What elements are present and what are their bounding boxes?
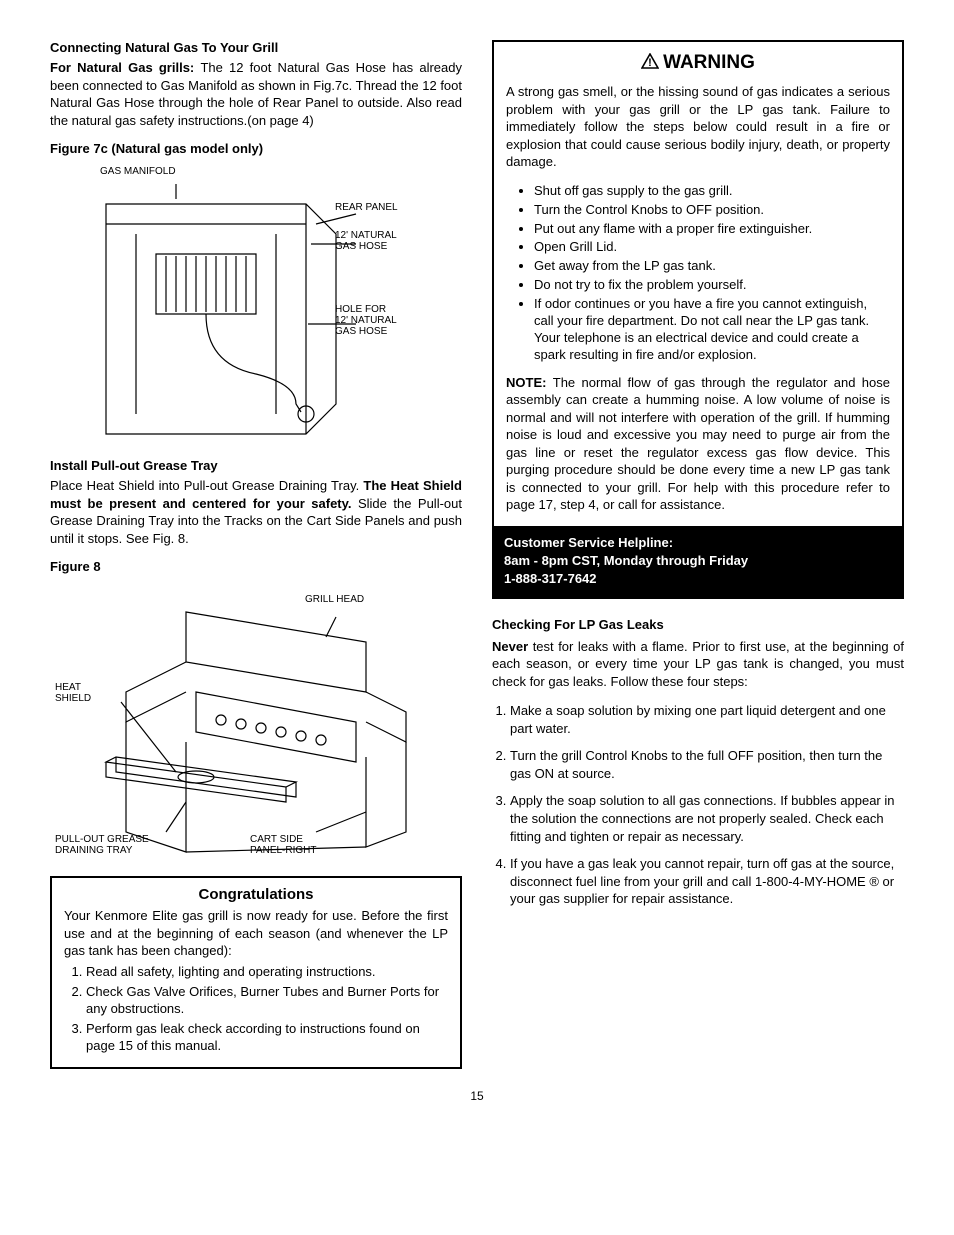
label-hose: 12' NATURAL GAS HOSE [335, 230, 397, 252]
label-heat-shield: HEAT SHIELD [55, 682, 91, 704]
congrats-title: Congratulations [64, 886, 448, 903]
right-column: ! WARNING A strong gas smell, or the his… [492, 40, 904, 1069]
svg-text:!: ! [648, 57, 652, 69]
leak-steps: Make a soap solution by mixing one part … [492, 702, 904, 907]
label-rear-panel: REAR PANEL [335, 202, 398, 213]
label-gas-manifold: GAS MANIFOLD [100, 166, 176, 177]
label-panel: CART SIDE PANEL-RIGHT [250, 834, 317, 856]
note-body: The normal flow of gas through the regul… [506, 375, 890, 513]
list-item: Make a soap solution by mixing one part … [510, 702, 904, 737]
warning-triangle-icon: ! [641, 53, 659, 75]
figure-7c: GAS MANIFOLD REAR PANEL 12' NATURAL GAS … [50, 164, 462, 444]
warning-note: NOTE: The normal flow of gas through the… [506, 374, 890, 514]
figure7c-caption: Figure 7c (Natural gas model only) [50, 141, 462, 156]
para-grease-tray: Place Heat Shield into Pull-out Grease D… [50, 477, 462, 547]
heading-grease-tray: Install Pull-out Grease Tray [50, 458, 462, 473]
list-item: Turn the Control Knobs to OFF position. [534, 202, 890, 219]
para-connect-gas: For Natural Gas grills: The 12 foot Natu… [50, 59, 462, 129]
heading-connect-gas: Connecting Natural Gas To Your Grill [50, 40, 462, 55]
list-item: Do not try to fix the problem yourself. [534, 277, 890, 294]
congrats-list: Read all safety, lighting and operating … [64, 964, 448, 1054]
leak-intro: Never test for leaks with a flame. Prior… [492, 638, 904, 691]
page-number: 15 [50, 1089, 904, 1103]
helpline-bar: Customer Service Helpline: 8am - 8pm CST… [494, 526, 902, 597]
list-item: Perform gas leak check according to inst… [86, 1021, 448, 1055]
figure-8: GRILL HEAD HEAT SHIELD PULL-OUT GREASE D… [50, 582, 462, 862]
list-item: If you have a gas leak you cannot repair… [510, 855, 904, 908]
page-content: Connecting Natural Gas To Your Grill For… [50, 40, 904, 1069]
label-tray: PULL-OUT GREASE DRAINING TRAY [55, 834, 149, 856]
figure-8-svg [50, 582, 462, 862]
warning-box: ! WARNING A strong gas smell, or the his… [492, 40, 904, 599]
p2a: Place Heat Shield into Pull-out Grease D… [50, 478, 363, 493]
list-item: Put out any flame with a proper fire ext… [534, 221, 890, 238]
left-column: Connecting Natural Gas To Your Grill For… [50, 40, 462, 1069]
lead-natural-gas: For Natural Gas grills: [50, 60, 200, 75]
warning-bullets: Shut off gas supply to the gas grill. Tu… [506, 183, 890, 364]
list-item: If odor continues or you have a fire you… [534, 296, 890, 364]
congrats-intro: Your Kenmore Elite gas grill is now read… [64, 907, 448, 960]
figure8-caption: Figure 8 [50, 559, 462, 574]
label-hole: HOLE FOR 12' NATURAL GAS HOSE [335, 304, 397, 337]
list-item: Apply the soap solution to all gas conne… [510, 792, 904, 845]
label-grill-head: GRILL HEAD [305, 594, 364, 605]
warning-title-text: WARNING [663, 52, 755, 73]
figure-7c-svg [50, 164, 462, 444]
warning-title: ! WARNING [506, 52, 890, 75]
list-item: Shut off gas supply to the gas grill. [534, 183, 890, 200]
note-lead: NOTE: [506, 375, 553, 390]
warning-intro: A strong gas smell, or the hissing sound… [506, 83, 890, 171]
leak-lead: Never [492, 639, 533, 654]
list-item: Open Grill Lid. [534, 239, 890, 256]
leak-intro-body: test for leaks with a flame. Prior to fi… [492, 639, 904, 689]
list-item: Check Gas Valve Orifices, Burner Tubes a… [86, 984, 448, 1018]
list-item: Turn the grill Control Knobs to the full… [510, 747, 904, 782]
leak-heading: Checking For LP Gas Leaks [492, 617, 904, 632]
list-item: Read all safety, lighting and operating … [86, 964, 448, 981]
congratulations-box: Congratulations Your Kenmore Elite gas g… [50, 876, 462, 1069]
list-item: Get away from the LP gas tank. [534, 258, 890, 275]
